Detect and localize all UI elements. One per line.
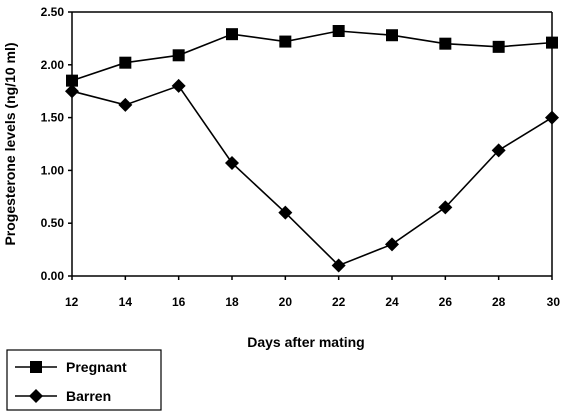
data-point-pregnant <box>386 29 398 42</box>
x-axis-title: Days after mating <box>247 334 364 350</box>
data-point-barren <box>385 237 399 252</box>
legend-label-barren: Barren <box>66 388 111 404</box>
series-pregnant <box>66 25 558 87</box>
y-tick-label: 1.00 <box>41 163 65 177</box>
series-line-barren <box>71 84 553 267</box>
x-tick-label: 24 <box>385 295 399 309</box>
x-tick-label: 30 <box>547 295 561 309</box>
series-layer <box>65 25 559 273</box>
data-point-barren <box>118 97 133 112</box>
series-barren <box>65 78 559 273</box>
x-ticks: 12 14 16 18 20 22 24 26 28 30 <box>65 276 560 309</box>
x-tick-label: 22 <box>332 295 346 309</box>
legend-marker-barren <box>29 389 43 403</box>
legend-box <box>6 349 162 411</box>
data-point-barren <box>545 110 559 125</box>
data-point-pregnant <box>119 56 132 69</box>
data-point-pregnant <box>172 49 185 62</box>
x-tick-label: 16 <box>172 295 186 309</box>
data-point-pregnant <box>492 40 505 53</box>
y-tick-label: 0.00 <box>41 269 65 283</box>
legend-marker-pregnant <box>30 361 42 373</box>
y-tick-label: 2.50 <box>41 5 65 19</box>
data-point-barren <box>225 156 239 171</box>
y-axis-title: Progesterone levels (ng/10 ml) <box>2 42 18 245</box>
x-tick-label: 18 <box>225 295 239 309</box>
data-point-barren <box>278 205 293 220</box>
data-point-barren <box>491 143 506 158</box>
data-point-barren <box>331 258 346 273</box>
x-tick-label: 14 <box>119 295 133 309</box>
y-tick-label: 0.50 <box>41 216 65 230</box>
data-point-pregnant <box>279 35 292 48</box>
legend-item-pregnant: Pregnant <box>15 359 127 375</box>
x-tick-label: 12 <box>65 295 79 309</box>
legend-item-barren: Barren <box>15 388 111 404</box>
legend-items: Pregnant Barren <box>15 359 127 404</box>
y-ticks: 0.00 0.50 1.00 1.50 2.00 2.50 <box>41 5 72 283</box>
data-point-pregnant <box>66 74 78 87</box>
plot-frame <box>71 11 553 277</box>
data-point-barren <box>171 78 186 93</box>
x-tick-label: 28 <box>492 295 506 309</box>
data-point-barren <box>65 84 79 99</box>
y-tick-label: 2.00 <box>41 58 65 72</box>
data-point-pregnant <box>332 25 345 38</box>
legend-label-pregnant: Pregnant <box>66 359 127 375</box>
data-point-pregnant <box>439 37 452 50</box>
x-tick-label: 20 <box>279 295 293 309</box>
series-line-pregnant <box>71 30 553 82</box>
data-point-pregnant <box>546 36 558 49</box>
y-tick-label: 1.50 <box>41 111 65 125</box>
x-tick-label: 26 <box>439 295 453 309</box>
legend: Pregnant Barren <box>6 349 162 411</box>
data-point-pregnant <box>226 28 238 41</box>
data-point-barren <box>438 200 453 215</box>
